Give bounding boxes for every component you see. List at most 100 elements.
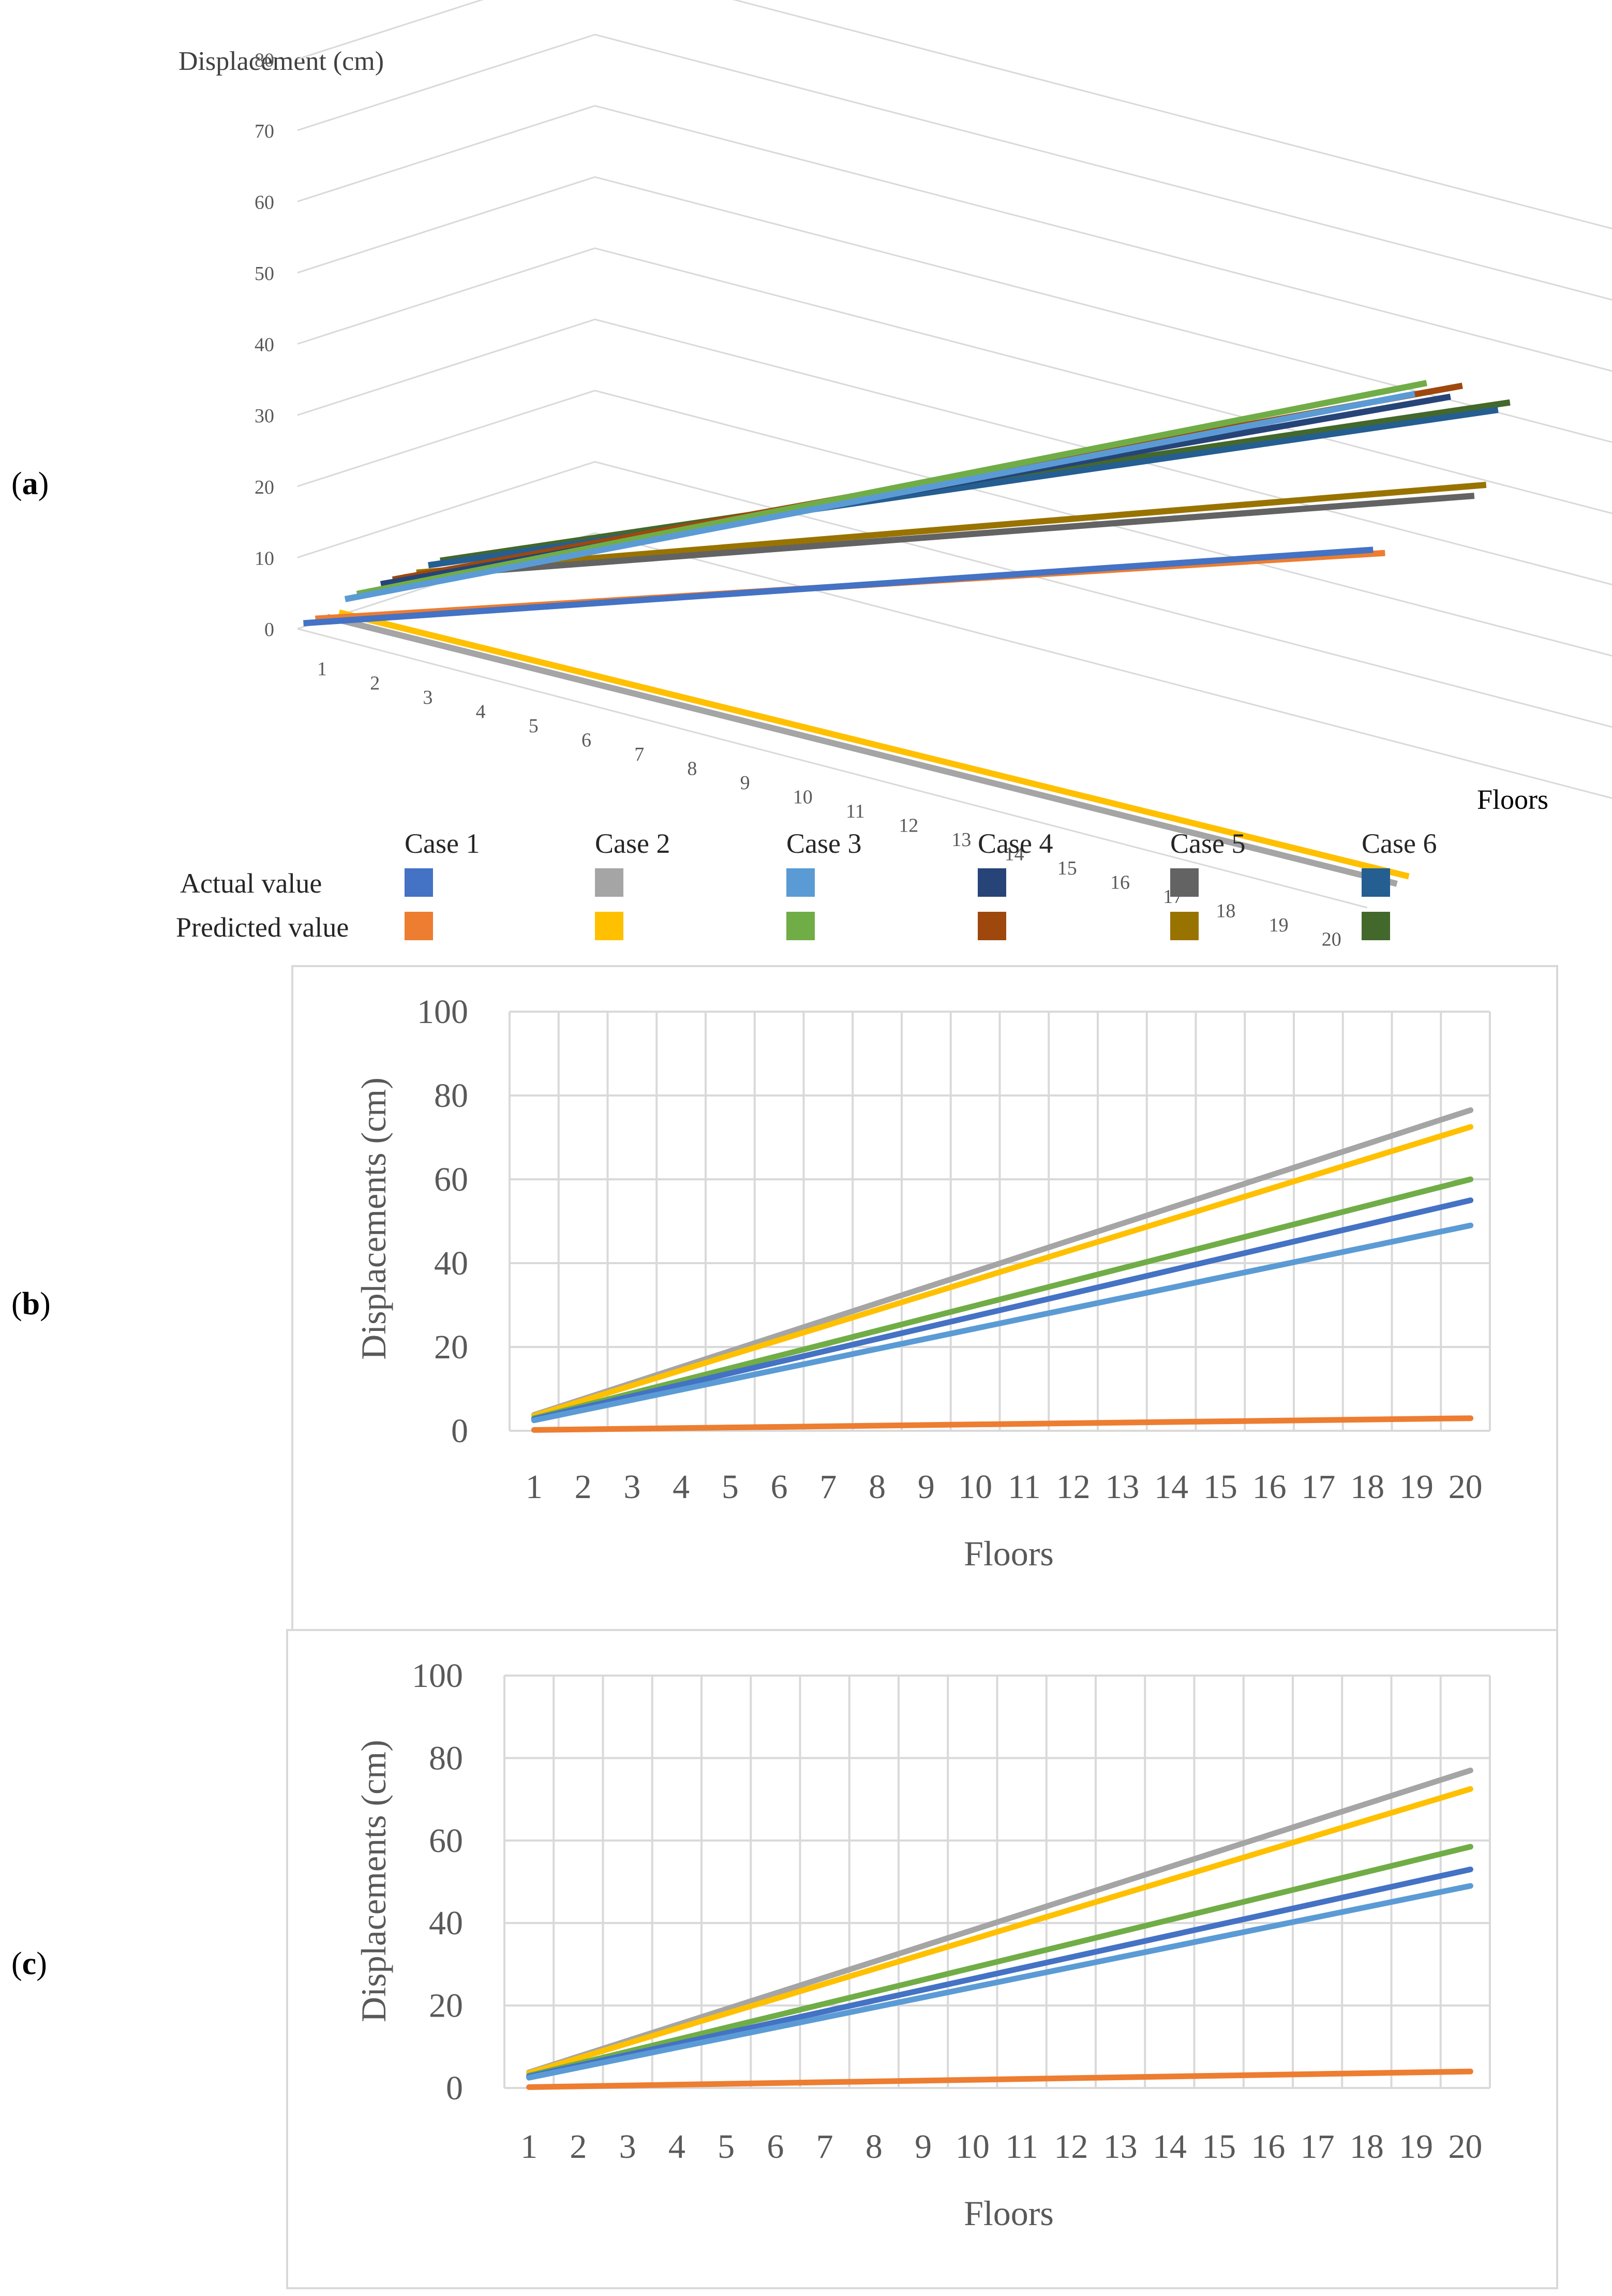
- a-xtick-3: 3: [423, 687, 432, 708]
- legend-col-case1: Case 1: [405, 828, 480, 859]
- b-xtick-6: 6: [771, 1468, 788, 1506]
- c-xtick-11: 11: [1005, 2128, 1038, 2166]
- a-xtick-13: 13: [951, 829, 971, 851]
- b-ytick-20: 20: [434, 1328, 468, 1366]
- c-ytick-40: 40: [429, 1904, 463, 1942]
- c-xtick-13: 13: [1103, 2128, 1138, 2166]
- b-xtick-10: 10: [958, 1468, 992, 1506]
- c-xtick-6: 6: [767, 2128, 784, 2166]
- a-ytick-10: 10: [255, 547, 274, 569]
- chart-b-ylabel: Displacements (cm): [354, 1077, 393, 1360]
- a-grid-10: [297, 461, 1612, 728]
- b-ytick-80: 80: [434, 1077, 468, 1115]
- a-xtick-16: 16: [1110, 872, 1130, 894]
- c-xtick-4: 4: [668, 2128, 685, 2166]
- panel-label-c: (c): [11, 1946, 47, 1981]
- chart-c-ylabel: Displacements (cm): [354, 1740, 393, 2022]
- b-ytick-60: 60: [434, 1161, 468, 1198]
- legend-swatch-case3-predicted: [786, 912, 815, 940]
- c-xtick-14: 14: [1153, 2128, 1187, 2166]
- b-xtick-14: 14: [1154, 1468, 1188, 1506]
- a-xtick-5: 5: [529, 715, 539, 737]
- c-xtick-8: 8: [865, 2128, 883, 2166]
- a-xtick-18: 18: [1216, 900, 1235, 922]
- a-grid-70: [297, 34, 1612, 301]
- b-xtick-17: 17: [1301, 1468, 1335, 1506]
- a-xtick-20: 20: [1322, 929, 1341, 951]
- a-xtick-12: 12: [899, 815, 918, 837]
- a-xtick-15: 15: [1057, 857, 1077, 879]
- chart-b-x-ticks: 1 2 3 4 5 6 7 8 9 10 11 12 13 14 15 16 17 18 19 20: [526, 1468, 1483, 1506]
- chart-b-xlabel: Floors: [964, 1534, 1054, 1573]
- b-ytick-100: 100: [417, 993, 468, 1031]
- a-grid-0: [297, 532, 1612, 799]
- legend-swatch-case3-actual: [786, 868, 815, 897]
- c-xtick-18: 18: [1350, 2128, 1384, 2166]
- a-xtick-14: 14: [1005, 843, 1024, 865]
- c-ytick-60: 60: [429, 1822, 463, 1860]
- a-ytick-40: 40: [255, 334, 274, 356]
- legend-row-predicted: Predicted value: [176, 912, 349, 943]
- b-series-dark-blue: [531, 1197, 1474, 1422]
- chart-b-series: [531, 1107, 1474, 1433]
- b-series-green: [531, 1176, 1474, 1421]
- b-xtick-8: 8: [869, 1468, 886, 1506]
- c-xtick-3: 3: [619, 2128, 636, 2166]
- chart-c-x-ticks: 1 2 3 4 5 6 7 8 9 10 11 12 13 14 15 16 17 18 19 20: [520, 2128, 1482, 2166]
- a-series-case-2-actual-value: [326, 614, 1398, 887]
- legend-swatch-case5-predicted: [1170, 912, 1199, 940]
- chart-c-y-ticks: 0 20 40 60 80 100: [412, 1657, 463, 2107]
- b-series-orange: [531, 1415, 1474, 1433]
- legend-swatch-case1-actual: [405, 868, 433, 897]
- c-ytick-0: 0: [446, 2069, 463, 2107]
- chart-b-gridlines: [509, 1011, 1491, 1432]
- c-series-green: [526, 1844, 1473, 2079]
- b-xtick-15: 15: [1203, 1468, 1237, 1506]
- a-xtick-10: 10: [793, 787, 813, 808]
- a-series-case-2-predicted-value: [338, 609, 1410, 880]
- a-grid-60: [297, 105, 1612, 372]
- a-xtick-11: 11: [846, 801, 865, 822]
- b-xtick-12: 12: [1056, 1468, 1091, 1506]
- chart-a-gridlines: [297, 0, 1612, 909]
- b-xtick-5: 5: [722, 1468, 739, 1506]
- legend-swatch-case2-predicted: [595, 912, 623, 940]
- b-series-gray: [531, 1107, 1474, 1418]
- c-series-gray: [526, 1767, 1473, 2076]
- legend-swatch-case5-actual: [1170, 868, 1199, 897]
- legend-col-case2: Case 2: [595, 828, 670, 859]
- panel-label-a: (a): [11, 466, 49, 501]
- a-grid-80: [297, 0, 1612, 230]
- a-ytick-30: 30: [255, 405, 274, 427]
- a-xtick-9: 9: [740, 772, 750, 794]
- a-xtick-7: 7: [634, 744, 644, 765]
- legend-col-case6: Case 6: [1362, 828, 1437, 859]
- b-xtick-4: 4: [673, 1468, 690, 1506]
- b-ytick-40: 40: [434, 1245, 468, 1282]
- b-xtick-20: 20: [1449, 1468, 1483, 1506]
- c-xtick-1: 1: [520, 2128, 538, 2166]
- legend-swatch-case2-actual: [595, 868, 623, 897]
- legend-swatch-case6-predicted: [1362, 912, 1390, 940]
- c-xtick-12: 12: [1054, 2128, 1088, 2166]
- a-series-case-3-actual-value: [344, 391, 1415, 602]
- c-ytick-100: 100: [412, 1657, 463, 1695]
- b-xtick-3: 3: [623, 1468, 640, 1506]
- a-series-case-1-actual-value: [303, 546, 1374, 627]
- c-series-orange: [526, 2068, 1473, 2090]
- a-series-case-3-predicted-value: [356, 380, 1427, 597]
- a-grid-20: [297, 390, 1612, 657]
- a-xtick-2: 2: [370, 673, 380, 694]
- b-ytick-0: 0: [451, 1412, 468, 1450]
- c-xtick-10: 10: [956, 2128, 990, 2166]
- b-series-yellow: [531, 1124, 1474, 1419]
- a-ytick-20: 20: [255, 477, 274, 498]
- c-xtick-16: 16: [1251, 2128, 1285, 2166]
- a-xtick-4: 4: [476, 701, 486, 723]
- legend-swatch-case4-predicted: [978, 912, 1006, 940]
- a-ytick-0: 0: [264, 619, 274, 641]
- c-xtick-19: 19: [1399, 2128, 1433, 2166]
